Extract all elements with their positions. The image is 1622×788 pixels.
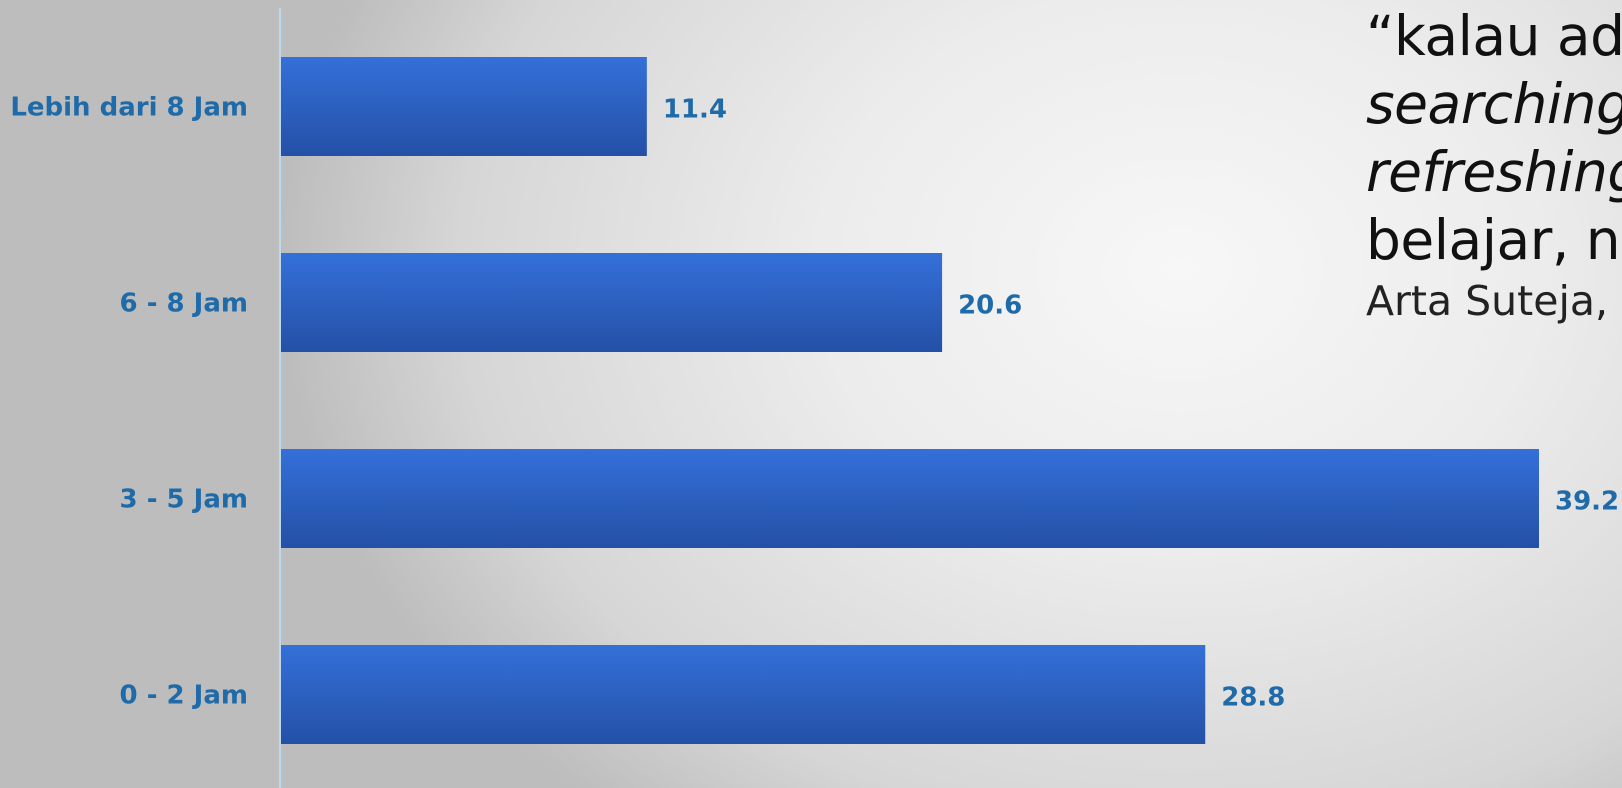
bar-0-2-jam bbox=[281, 645, 1206, 744]
category-label-3-5-jam: 3 - 5 Jam bbox=[120, 485, 248, 515]
quote-line-4: belajar, n bbox=[1366, 208, 1621, 272]
value-labels: 11.4 20.6 39.2 28.8 bbox=[663, 95, 1619, 713]
bar-6-8-jam bbox=[281, 253, 943, 352]
quote-line-3: refreshing bbox=[1366, 140, 1622, 204]
quote-source: Arta Suteja, bbox=[1366, 277, 1608, 325]
bar-3-5-jam bbox=[281, 449, 1539, 548]
category-label-6-8-jam: 6 - 8 Jam bbox=[120, 289, 248, 319]
category-label-0-2-jam: 0 - 2 Jam bbox=[120, 681, 248, 711]
category-label-lebih-dari-8-jam: Lebih dari 8 Jam bbox=[10, 93, 248, 123]
value-label-lebih-dari-8-jam: 11.4 bbox=[663, 95, 727, 125]
value-label-0-2-jam: 28.8 bbox=[1221, 683, 1285, 713]
value-label-3-5-jam: 39.2 bbox=[1555, 487, 1619, 517]
quote-line-2: searching, bbox=[1366, 72, 1622, 136]
value-label-6-8-jam: 20.6 bbox=[958, 291, 1022, 321]
quote-text: “kalau ada searching, refreshing belajar… bbox=[1366, 2, 1622, 332]
bar-group bbox=[281, 57, 1539, 744]
category-labels: Lebih dari 8 Jam 6 - 8 Jam 3 - 5 Jam 0 - 2 … bbox=[10, 93, 248, 711]
quote-line-1: “kalau ada bbox=[1366, 4, 1622, 68]
bar-lebih-dari-8-jam bbox=[281, 57, 647, 156]
